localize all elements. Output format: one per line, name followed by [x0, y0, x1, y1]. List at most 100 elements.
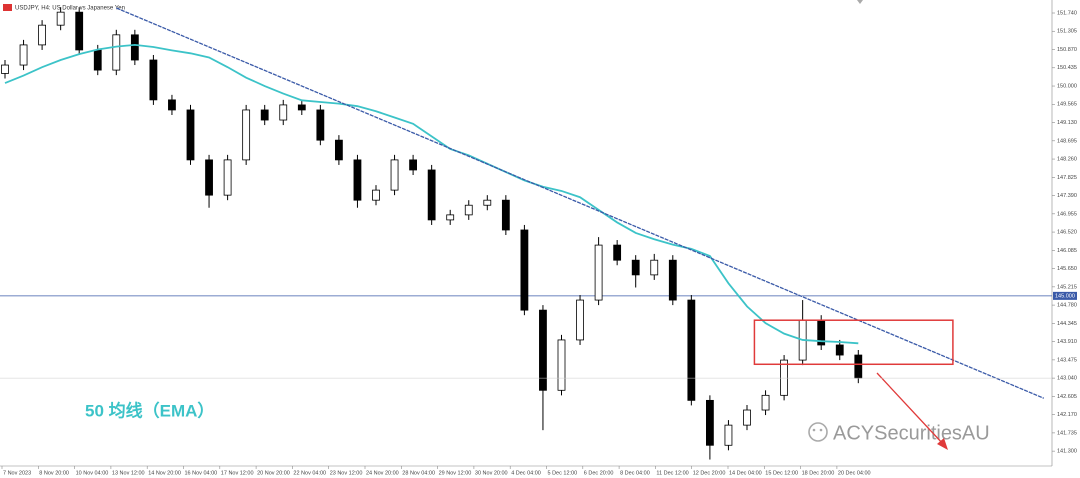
trendline [116, 7, 1045, 399]
candle-body [446, 214, 455, 221]
x-tick-label: 14 Nov 20:00 [148, 470, 181, 476]
x-tick-label: 13 Nov 12:00 [112, 470, 145, 476]
candle-body [130, 34, 139, 61]
x-tick-label: 20 Nov 20:00 [257, 470, 290, 476]
y-tick-label: 151.740 [1057, 10, 1077, 16]
x-tick-label: 10 Nov 04:00 [76, 470, 109, 476]
candle-body [223, 159, 232, 196]
candle-body [38, 24, 46, 46]
candle-body [334, 139, 343, 161]
y-tick-label: 146.955 [1057, 211, 1077, 217]
y-tick-label: 143.475 [1057, 357, 1077, 363]
x-tick-label: 15 Dec 12:00 [765, 470, 798, 476]
x-tick-label: 22 Nov 04:00 [293, 470, 326, 476]
candle-body [19, 44, 28, 66]
y-tick-label: 150.000 [1057, 83, 1077, 89]
candle-body [594, 244, 603, 301]
x-tick-label: 14 Dec 04:00 [729, 470, 762, 476]
x-tick-label: 5 Dec 12:00 [548, 470, 578, 476]
candle-body [1, 64, 9, 74]
y-tick-label: 144.345 [1057, 321, 1077, 327]
y-tick-label: 151.305 [1057, 29, 1077, 35]
chart-title: USDJPY, H4: US Dollar vs Japanese Yen [15, 6, 125, 12]
candle-body [242, 109, 251, 161]
y-tick-label: 143.040 [1057, 376, 1077, 382]
arrow [876, 372, 948, 450]
y-tick-label: 149.130 [1057, 120, 1077, 126]
candle-body [464, 204, 473, 216]
symbol-icon [3, 4, 12, 11]
candle-body [260, 109, 269, 121]
scroll-marker [857, 0, 863, 4]
x-tick-label: 4 Dec 04:00 [511, 470, 541, 476]
y-tick-label: 150.435 [1057, 65, 1077, 71]
candle-body [743, 409, 751, 426]
highlight-box [753, 319, 954, 366]
candle-body [279, 104, 288, 121]
candle-body [650, 259, 659, 276]
x-tick-label: 28 Nov 04:00 [402, 470, 435, 476]
candle-body [576, 299, 584, 341]
candle-body [353, 159, 362, 201]
candle-body [409, 159, 418, 171]
candle-body [613, 244, 622, 261]
candle-body [427, 169, 436, 221]
x-tick-label: 17 Nov 12:00 [221, 470, 254, 476]
x-tick-label: 8 Nov 20:00 [39, 470, 69, 476]
candle-body [390, 159, 399, 191]
candle-body [56, 11, 65, 26]
candle-body [539, 309, 547, 391]
candle-body [780, 359, 788, 396]
candle-body [297, 104, 306, 111]
candle-body [501, 199, 510, 231]
y-tick-label: 145.215 [1057, 284, 1077, 290]
x-tick-label: 8 Dec 04:00 [620, 470, 650, 476]
y-tick-label: 149.565 [1057, 102, 1077, 108]
candle-body [854, 354, 863, 379]
y-tick-label: 145.650 [1057, 266, 1077, 272]
level-tag [1053, 291, 1077, 300]
candle-body [186, 109, 195, 161]
y-tick-label: 148.260 [1057, 157, 1077, 163]
candle-body [706, 399, 714, 446]
candle-body [93, 49, 102, 71]
x-tick-label: 16 Nov 04:00 [185, 470, 218, 476]
candle-body [724, 424, 733, 446]
candle-body [316, 109, 325, 141]
x-tick-label: 30 Nov 20:00 [475, 470, 508, 476]
watermark-icon [808, 422, 828, 442]
candle-body [372, 189, 380, 201]
candle-body [668, 259, 677, 301]
candle-body [557, 339, 566, 391]
candle-body [483, 199, 492, 206]
candle-body [761, 394, 770, 411]
x-tick-label: 20 Dec 04:00 [838, 470, 871, 476]
candle-body [520, 229, 529, 311]
y-tick-label: 142.605 [1057, 394, 1077, 400]
y-tick-label: 150.870 [1057, 47, 1077, 53]
ema-annotation: 50 均线（EMA） [85, 400, 214, 420]
x-tick-label: 6 Dec 20:00 [584, 470, 614, 476]
x-tick-label: 29 Nov 12:00 [439, 470, 472, 476]
candle-body [75, 11, 84, 51]
candle-body [112, 34, 121, 71]
candle-body [149, 59, 158, 101]
x-tick-label: 23 Nov 12:00 [330, 470, 363, 476]
y-tick-label: 144.780 [1057, 303, 1077, 309]
y-tick-label: 141.735 [1057, 430, 1077, 436]
candle-body [205, 159, 213, 196]
candles [1, 7, 863, 460]
candle-body [835, 344, 844, 356]
y-tick-label: 147.390 [1057, 193, 1077, 199]
ema-line [4, 44, 859, 345]
x-tick-label: 18 Dec 20:00 [802, 470, 835, 476]
y-tick-label: 148.695 [1057, 138, 1077, 144]
y-tick-label: 143.910 [1057, 339, 1077, 345]
watermark: ACYSecuritiesAU [833, 422, 990, 444]
level-label: 145.000 [1055, 293, 1075, 299]
x-tick-label: 7 Nov 2023 [3, 470, 31, 476]
y-tick-label: 146.085 [1057, 248, 1077, 254]
y-tick-label: 147.825 [1057, 175, 1077, 181]
x-tick-label: 11 Dec 12:00 [656, 470, 688, 476]
